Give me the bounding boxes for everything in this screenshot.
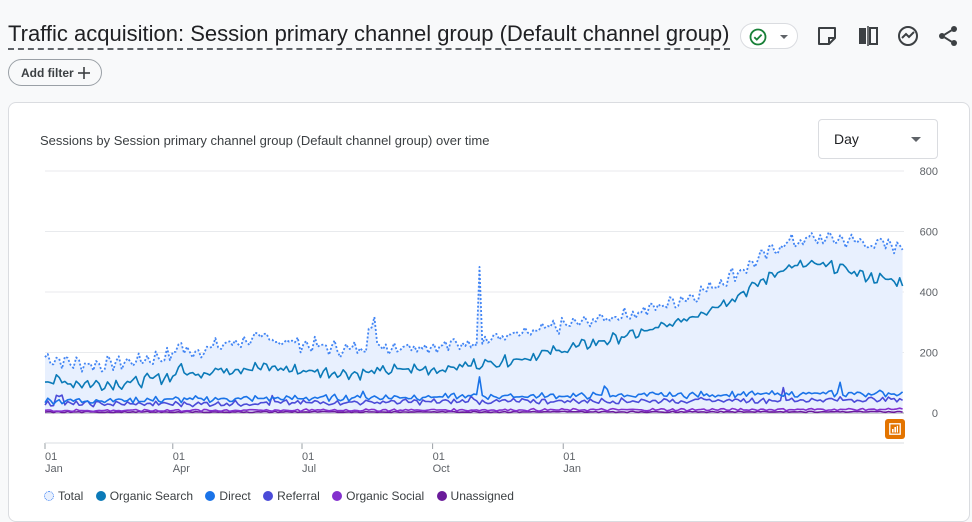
chart-title: Sessions by Session primary channel grou… bbox=[40, 133, 490, 148]
legend-label-total: Total bbox=[58, 489, 84, 503]
legend-item-referral[interactable]: Referral bbox=[263, 489, 320, 503]
legend-label-direct: Direct bbox=[219, 489, 251, 503]
y-tick-label: 400 bbox=[920, 287, 938, 299]
total-area bbox=[45, 232, 903, 413]
chevron-down-icon bbox=[780, 35, 788, 39]
legend-swatch-organic-search bbox=[95, 491, 106, 501]
x-tick-day: 01 bbox=[563, 451, 575, 463]
x-tick-day: 01 bbox=[302, 451, 314, 463]
x-tick-day: 01 bbox=[433, 451, 445, 463]
x-tick-month: Apr bbox=[173, 463, 190, 475]
x-tick-month: Jan bbox=[45, 463, 63, 475]
legend-label-unassigned: Unassigned bbox=[450, 489, 514, 503]
add-filter-label: Add filter bbox=[21, 66, 74, 80]
x-tick-month: Jul bbox=[302, 463, 316, 475]
check-circle-icon bbox=[749, 28, 767, 46]
legend-swatch-unassigned bbox=[436, 491, 447, 501]
compare-icon[interactable] bbox=[856, 24, 880, 48]
legend-label-referral: Referral bbox=[277, 489, 320, 503]
legend-swatch-direct bbox=[205, 491, 216, 501]
series-organic-search bbox=[44, 259, 904, 391]
x-tick-month: Jan bbox=[563, 463, 581, 475]
legend-label-organic-search: Organic Search bbox=[109, 489, 194, 503]
y-tick-label: 600 bbox=[920, 227, 938, 239]
anomaly-badge[interactable] bbox=[885, 419, 905, 439]
legend-item-organic-social[interactable]: Organic Social bbox=[332, 489, 424, 503]
series-direct bbox=[44, 376, 904, 405]
x-tick-day: 01 bbox=[45, 451, 57, 463]
series-total bbox=[44, 231, 904, 373]
data-quality-status-button[interactable] bbox=[740, 23, 798, 49]
anomaly-icon bbox=[889, 423, 901, 435]
y-tick-label: 800 bbox=[920, 166, 938, 178]
share-icon[interactable] bbox=[936, 24, 960, 48]
legend-item-unassigned[interactable]: Unassigned bbox=[436, 489, 514, 503]
legend-item-direct[interactable]: Direct bbox=[205, 489, 251, 503]
series-organic-social bbox=[44, 407, 903, 413]
legend-item-organic-search[interactable]: Organic Search bbox=[95, 489, 194, 503]
series-unassigned bbox=[44, 410, 903, 414]
legend-label-organic-social: Organic Social bbox=[346, 489, 425, 503]
legend-swatch-referral bbox=[263, 491, 274, 501]
plus-icon bbox=[78, 67, 90, 79]
page-title[interactable]: Traffic acquisition: Session primary cha… bbox=[8, 20, 730, 50]
y-tick-label: 200 bbox=[920, 348, 938, 360]
chevron-down-icon bbox=[911, 137, 921, 142]
granularity-value: Day bbox=[834, 131, 859, 147]
chart-card: Sessions by Session primary channel grou… bbox=[8, 102, 970, 522]
x-tick-day: 01 bbox=[173, 451, 185, 463]
insights-icon[interactable] bbox=[896, 24, 920, 48]
x-tick-month: Oct bbox=[433, 463, 450, 475]
chart-legend: Total Organic Search Direct Referral Org… bbox=[44, 489, 523, 505]
note-icon[interactable] bbox=[815, 24, 839, 48]
series-referral bbox=[44, 386, 903, 408]
legend-item-total[interactable]: Total bbox=[44, 489, 83, 503]
granularity-dropdown[interactable]: Day bbox=[818, 119, 938, 159]
y-tick-label: 0 bbox=[932, 408, 938, 420]
legend-swatch-total bbox=[44, 491, 54, 501]
report-header: Traffic acquisition: Session primary cha… bbox=[0, 0, 972, 52]
add-filter-button[interactable]: Add filter bbox=[8, 59, 102, 86]
legend-swatch-organic-social bbox=[332, 491, 343, 501]
